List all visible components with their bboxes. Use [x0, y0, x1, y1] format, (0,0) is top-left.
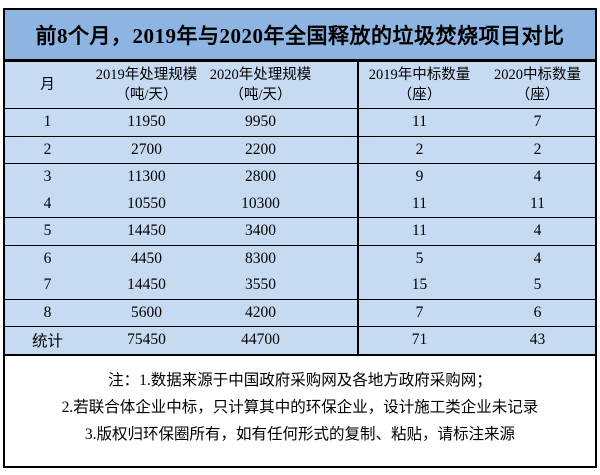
- table-body: 1 11950 9950 11 7 2 2700 2200 2 2 3 11300 2800 9 4 4 105…: [5, 108, 595, 356]
- figure-frame: 前8个月，2019年与2020年全国释放的垃圾焚烧项目对比 月 2019年处理规模…: [3, 8, 597, 468]
- row-spacer-cell: [318, 217, 358, 246]
- cell-r8-c3: 71: [357, 326, 480, 356]
- cell-r3-c0: 4: [5, 190, 90, 218]
- row-spacer-cell: [318, 108, 358, 137]
- table-row-2: 2 2700 2200 2 2: [5, 136, 595, 164]
- cell-r4-c3: 11: [357, 217, 480, 246]
- cell-r7-c2: 4200: [203, 299, 318, 327]
- cell-r6-c1: 14450: [90, 272, 203, 300]
- notes-section: 注：1.数据来源于中国政府采购网及各地方政府采购网； 2.若联合体企业中标，只计…: [5, 355, 595, 448]
- cell-r0-c3: 11: [357, 108, 480, 137]
- cell-r1-c0: 2: [5, 136, 90, 164]
- column-header-3: 2019年中标数量 （座）: [357, 62, 480, 109]
- table-row-4: 4 10550 10300 11 11: [5, 190, 595, 218]
- cell-r7-c1: 5600: [90, 299, 203, 327]
- cell-r4-c0: 5: [5, 217, 90, 246]
- cell-r3-c4: 11: [480, 190, 595, 218]
- column-header-1: 2019年处理规模 （吨/天）: [90, 62, 203, 109]
- cell-r8-c0: 统计: [5, 326, 90, 356]
- cell-r4-c1: 14450: [90, 217, 203, 246]
- cell-r6-c0: 7: [5, 272, 90, 300]
- cell-r7-c4: 6: [480, 299, 595, 327]
- row-spacer-cell: [318, 190, 358, 218]
- row-spacer-cell: [318, 299, 358, 327]
- header-spacer-cell: [318, 62, 358, 109]
- cell-r6-c4: 5: [480, 272, 595, 300]
- cell-r0-c0: 1: [5, 108, 90, 137]
- cell-r7-c0: 8: [5, 299, 90, 327]
- table-row-1: 1 11950 9950 11 7: [5, 108, 595, 137]
- cell-r3-c1: 10550: [90, 190, 203, 218]
- cell-r4-c4: 4: [480, 217, 595, 246]
- cell-r1-c2: 2200: [203, 136, 318, 164]
- cell-r2-c3: 9: [357, 163, 480, 191]
- cell-r8-c4: 43: [480, 326, 595, 356]
- cell-r5-c3: 5: [357, 245, 480, 272]
- note-line-3: 3.版权归环保圈所有，如有任何形式的复制、粘贴，请标注来源: [84, 425, 516, 443]
- cell-r5-c2: 8300: [245, 249, 276, 267]
- column-header-0: 月: [5, 62, 90, 109]
- row-spacer-cell: [318, 245, 358, 272]
- table-row-6: 6 4450 8300 5 4: [5, 245, 595, 272]
- cell-r5-c1: 4450: [131, 249, 162, 267]
- cell-r2-c2: 2800: [245, 168, 276, 186]
- total-row: 统计 75450 44700 71 43: [5, 326, 595, 356]
- table-row-5: 5 14450 3400 11 4: [5, 217, 595, 246]
- cell-r1-c1: 2700: [90, 136, 203, 164]
- cell-r3-c2: 10300: [203, 190, 318, 218]
- cell-r1-c4: 2: [480, 136, 595, 164]
- row-spacer-cell: [318, 136, 358, 164]
- cell-r0-c4: 7: [480, 108, 595, 137]
- row-spacer-cell: [318, 272, 358, 300]
- cell-r4-c2: 3400: [203, 217, 318, 246]
- cell-r0-c2: 9950: [203, 108, 318, 137]
- row-spacer-cell: [318, 164, 358, 191]
- figure-title: 前8个月，2019年与2020年全国释放的垃圾焚烧项目对比: [5, 10, 595, 62]
- cell-r6-c3: 15: [357, 272, 480, 300]
- cell-r5-c0: 6: [43, 249, 52, 267]
- cell-r1-c3: 2: [357, 136, 480, 164]
- table-row-8: 8 5600 4200 7 6: [5, 299, 595, 327]
- cell-r0-c1: 11950: [90, 108, 203, 137]
- header-row: 月 2019年处理规模 （吨/天） 2020年处理规模 （吨/天） 2019年中标数量 （座…: [5, 62, 595, 109]
- cell-r2-c4: 4: [533, 168, 542, 186]
- note-line-1: 注：1.数据来源于中国政府采购网及各地方政府采购网；: [108, 371, 492, 389]
- cell-r5-c4: 4: [533, 249, 542, 267]
- table-row-3: 3 11300 2800 9 4: [5, 163, 595, 191]
- cell-r7-c3: 7: [357, 299, 480, 327]
- cell-r2-c1: 11300: [127, 168, 166, 186]
- note-line-2: 2.若联合体企业中标，只计算其中的环保企业，设计施工类企业未记录: [61, 398, 539, 416]
- row-spacer-cell: [318, 326, 358, 356]
- column-header-2: 2020年处理规模 （吨/天）: [203, 62, 318, 109]
- table-row-7: 7 14450 3550 15 5: [5, 272, 595, 300]
- comparison-table: 月 2019年处理规模 （吨/天） 2020年处理规模 （吨/天） 2019年中标数量 （座…: [5, 62, 595, 356]
- cell-r8-c1: 75450: [90, 326, 203, 356]
- cell-r6-c2: 3550: [203, 272, 318, 300]
- column-header-4: 2020中标数量 （座）: [480, 62, 595, 109]
- cell-r2-c0: 3: [43, 168, 52, 186]
- cell-r3-c3: 11: [357, 190, 480, 218]
- cell-r8-c2: 44700: [203, 326, 318, 356]
